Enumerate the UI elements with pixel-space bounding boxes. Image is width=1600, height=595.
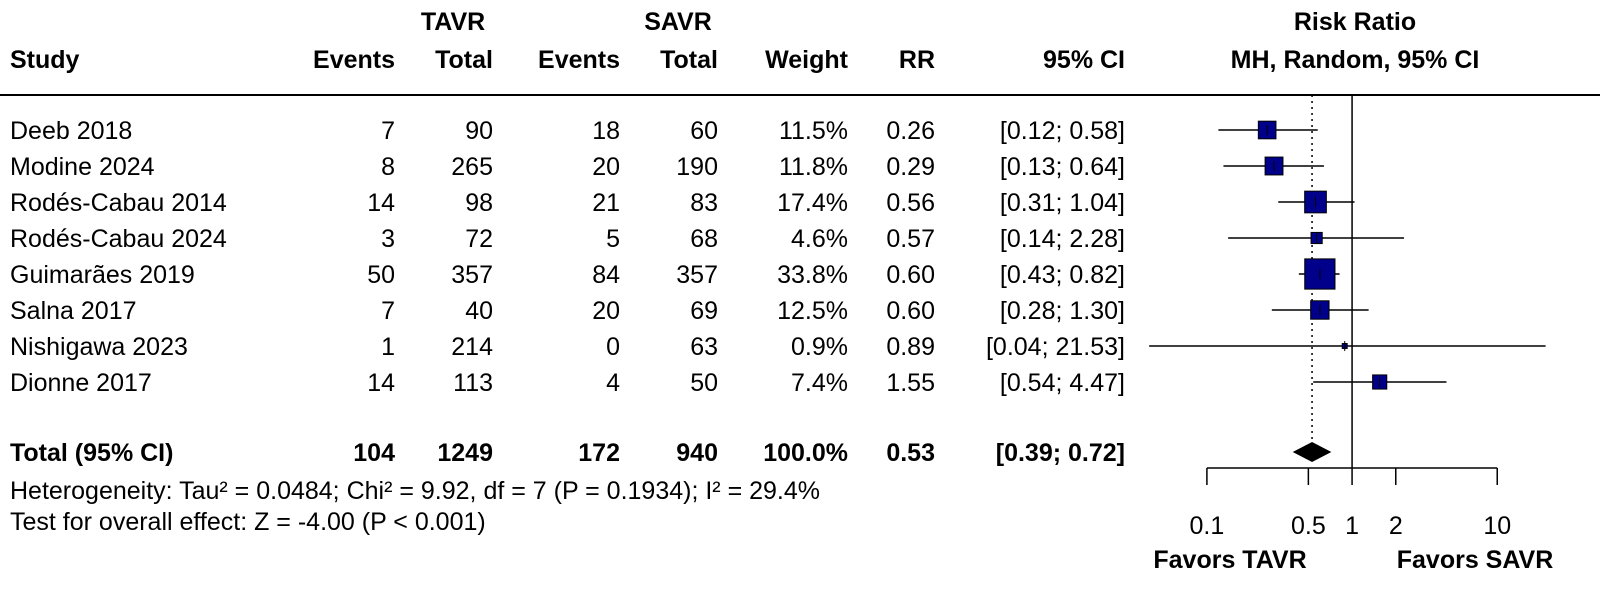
column-header: Events bbox=[538, 46, 620, 74]
cell: 214 bbox=[451, 333, 493, 361]
cell: [0.28; 1.30] bbox=[1000, 297, 1125, 325]
cell: 100.0% bbox=[763, 439, 848, 467]
cell: 0.26 bbox=[886, 117, 935, 145]
pooled-diamond bbox=[1292, 442, 1332, 462]
cell: 190 bbox=[676, 153, 718, 181]
cell: 90 bbox=[465, 117, 493, 145]
chart-title: Risk Ratio bbox=[1294, 8, 1416, 36]
cell: [0.13; 0.64] bbox=[1000, 153, 1125, 181]
cell: 5 bbox=[606, 225, 620, 253]
chart-subtitle: MH, Random, 95% CI bbox=[1231, 46, 1480, 74]
cell: 357 bbox=[676, 261, 718, 289]
cell: 4.6% bbox=[791, 225, 848, 253]
column-header: Total bbox=[660, 46, 718, 74]
cell: 940 bbox=[676, 439, 718, 467]
study-name: Nishigawa 2023 bbox=[10, 333, 188, 361]
cell: [0.39; 0.72] bbox=[996, 439, 1125, 467]
cell: 98 bbox=[465, 189, 493, 217]
x-label: Favors SAVR bbox=[1397, 546, 1554, 574]
cell: 11.5% bbox=[779, 117, 848, 145]
study-name: Total (95% CI) bbox=[10, 439, 173, 467]
cell: 72 bbox=[465, 225, 493, 253]
cell: 0.57 bbox=[886, 225, 935, 253]
column-header: Weight bbox=[765, 46, 849, 74]
cell: 0.89 bbox=[886, 333, 935, 361]
cell: 68 bbox=[690, 225, 718, 253]
study-name: Modine 2024 bbox=[10, 153, 155, 181]
cell: [0.31; 1.04] bbox=[1000, 189, 1125, 217]
cell: 20 bbox=[592, 297, 620, 325]
cell: 12.5% bbox=[777, 297, 848, 325]
cell: 11.8% bbox=[779, 153, 848, 181]
cell: 60 bbox=[690, 117, 718, 145]
cell: 357 bbox=[451, 261, 493, 289]
study-name: Salna 2017 bbox=[10, 297, 137, 325]
group-header: TAVR bbox=[421, 8, 485, 36]
x-tick-label: 2 bbox=[1389, 512, 1403, 540]
cell: 21 bbox=[592, 189, 620, 217]
cell: [0.14; 2.28] bbox=[1000, 225, 1125, 253]
column-header: Study bbox=[10, 46, 80, 74]
cell: [0.04; 21.53] bbox=[986, 333, 1125, 361]
cell: [0.54; 4.47] bbox=[1000, 369, 1125, 397]
cell: 1249 bbox=[437, 439, 493, 467]
group-header: SAVR bbox=[644, 8, 712, 36]
column-header: RR bbox=[899, 46, 935, 74]
cell: 0.60 bbox=[886, 261, 935, 289]
cell: 7.4% bbox=[791, 369, 848, 397]
cell: 265 bbox=[451, 153, 493, 181]
overall-effect: Test for overall effect: Z = -4.00 (P < … bbox=[10, 508, 486, 536]
cell: [0.43; 0.82] bbox=[1000, 261, 1125, 289]
study-name: Dionne 2017 bbox=[10, 369, 152, 397]
cell: 50 bbox=[367, 261, 395, 289]
study-name: Rodés-Cabau 2014 bbox=[10, 189, 227, 217]
x-tick-label: 1 bbox=[1345, 512, 1359, 540]
cell: 104 bbox=[353, 439, 395, 467]
cell: [0.12; 0.58] bbox=[1000, 117, 1125, 145]
cell: 14 bbox=[367, 369, 395, 397]
cell: 0.56 bbox=[886, 189, 935, 217]
cell: 0.53 bbox=[886, 439, 935, 467]
cell: 0.60 bbox=[886, 297, 935, 325]
cell: 14 bbox=[367, 189, 395, 217]
x-tick-label: 0.1 bbox=[1190, 512, 1225, 540]
cell: 1 bbox=[381, 333, 395, 361]
column-header: Total bbox=[435, 46, 493, 74]
cell: 0.9% bbox=[791, 333, 848, 361]
cell: 18 bbox=[592, 117, 620, 145]
cell: 50 bbox=[690, 369, 718, 397]
cell: 1.55 bbox=[886, 369, 935, 397]
column-header: Events bbox=[313, 46, 395, 74]
x-label: Favors TAVR bbox=[1153, 546, 1306, 574]
cell: 172 bbox=[578, 439, 620, 467]
cell: 63 bbox=[690, 333, 718, 361]
cell: 7 bbox=[381, 297, 395, 325]
cell: 113 bbox=[453, 369, 493, 397]
cell: 33.8% bbox=[777, 261, 848, 289]
cell: 69 bbox=[690, 297, 718, 325]
cell: 8 bbox=[381, 153, 395, 181]
cell: 0.29 bbox=[886, 153, 935, 181]
study-name: Deeb 2018 bbox=[10, 117, 132, 145]
cell: 17.4% bbox=[777, 189, 848, 217]
cell: 20 bbox=[592, 153, 620, 181]
column-header: 95% CI bbox=[1043, 46, 1125, 74]
cell: 40 bbox=[465, 297, 493, 325]
x-tick-label: 10 bbox=[1483, 512, 1511, 540]
heterogeneity: Heterogeneity: Tau² = 0.0484; Chi² = 9.9… bbox=[10, 477, 820, 505]
cell: 0 bbox=[606, 333, 620, 361]
cell: 84 bbox=[592, 261, 620, 289]
cell: 7 bbox=[381, 117, 395, 145]
study-name: Rodés-Cabau 2024 bbox=[10, 225, 227, 253]
cell: 3 bbox=[381, 225, 395, 253]
study-name: Guimarães 2019 bbox=[10, 261, 195, 289]
cell: 83 bbox=[690, 189, 718, 217]
x-tick-label: 0.5 bbox=[1291, 512, 1326, 540]
cell: 4 bbox=[606, 369, 620, 397]
